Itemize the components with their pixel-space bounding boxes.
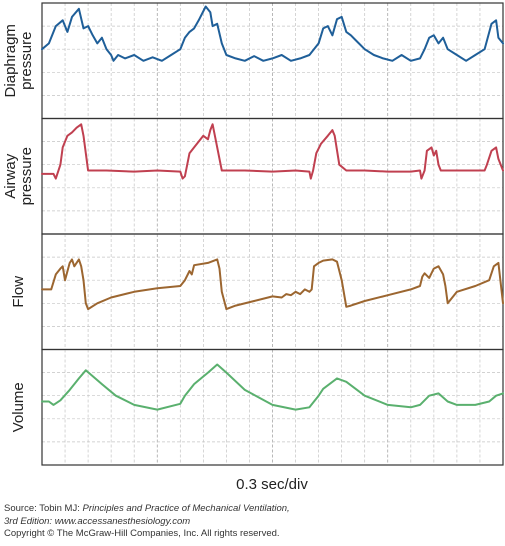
ventilation-waveform-figure: DiaphragmpressureAirwaypressureFlowVolum… <box>2 2 504 493</box>
series-line-airway-pressure <box>41 123 504 180</box>
y-axis-label-line: Flow <box>10 276 27 308</box>
panel-volume: Volume <box>10 348 504 466</box>
y-axis-label-line: Diaphragm <box>2 24 19 97</box>
grid-volume <box>42 349 503 465</box>
y-axis-label-line: pressure <box>18 32 35 90</box>
grid-diaphragm-pressure <box>42 3 503 119</box>
y-axis-label-line: pressure <box>18 147 35 205</box>
source-prefix: Source: Tobin MJ: <box>4 503 83 514</box>
source-block: Source: Tobin MJ: Principles and Practic… <box>4 503 504 541</box>
source-line-2: 3rd Edition: www.accessanesthesiology.co… <box>4 516 504 529</box>
panel-flow: Flow <box>10 233 504 351</box>
copyright-line: Copyright © The McGraw-Hill Companies, I… <box>4 528 280 539</box>
series-line-volume <box>41 363 504 411</box>
y-axis-label-flow: Flow <box>10 276 27 308</box>
grid-airway-pressure <box>42 118 503 234</box>
y-axis-label-airway-pressure: Airwaypressure <box>2 147 35 205</box>
panels: DiaphragmpressureAirwaypressureFlowVolum… <box>2 2 504 466</box>
x-axis-label: 0.3 sec/div <box>236 476 308 493</box>
source-title: Principles and Practice of Mechanical Ve… <box>82 503 290 514</box>
source-line-1: Source: Tobin MJ: Principles and Practic… <box>4 503 504 516</box>
grid-flow <box>42 234 503 350</box>
y-axis-label-volume: Volume <box>10 382 27 432</box>
panel-diaphragm-pressure: Diaphragmpressure <box>2 2 504 120</box>
series-line-flow <box>41 258 504 311</box>
panel-airway-pressure: Airwaypressure <box>2 117 504 235</box>
y-axis-label-line: Airway <box>2 153 19 199</box>
series-line-diaphragm-pressure <box>41 5 504 62</box>
source-edition: 3rd Edition: www.accessanesthesiology.co… <box>4 515 191 527</box>
y-axis-label-diaphragm-pressure: Diaphragmpressure <box>2 24 35 97</box>
y-axis-label-line: Volume <box>10 382 27 432</box>
panel-frame-volume <box>41 348 504 466</box>
